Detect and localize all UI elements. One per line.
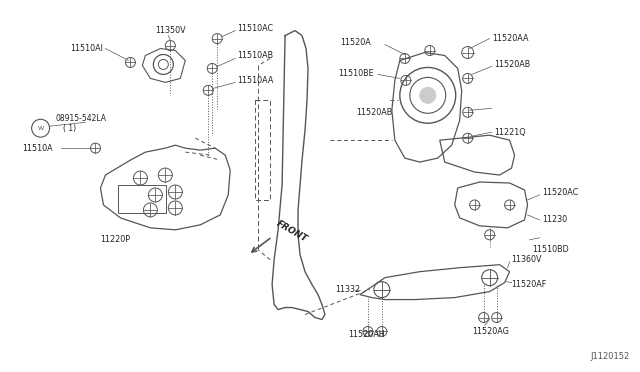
Bar: [118, 185, 166, 213]
Text: J1120152: J1120152: [590, 352, 629, 361]
Text: 11510AC: 11510AC: [237, 24, 273, 33]
Text: 11510A: 11510A: [22, 144, 53, 153]
Text: 11220P: 11220P: [100, 235, 131, 244]
Text: 11520AB: 11520AB: [495, 60, 531, 69]
Text: ( 1): ( 1): [63, 124, 76, 133]
Text: 11520AB: 11520AB: [356, 108, 392, 117]
Text: 11520AA: 11520AA: [493, 34, 529, 43]
Text: 11510BD: 11510BD: [532, 245, 570, 254]
Text: 11520AG: 11520AG: [472, 327, 509, 336]
Text: 11221Q: 11221Q: [495, 128, 526, 137]
Text: FRONT: FRONT: [275, 219, 309, 244]
Text: 11510AB: 11510AB: [237, 51, 273, 60]
Text: 11520AH: 11520AH: [348, 330, 385, 339]
Text: 11520A: 11520A: [340, 38, 371, 47]
Text: W: W: [38, 126, 44, 131]
Text: 11350V: 11350V: [156, 26, 186, 35]
Text: 11520AF: 11520AF: [511, 280, 547, 289]
Text: 11360V: 11360V: [511, 255, 542, 264]
Text: 11332: 11332: [335, 285, 360, 294]
Text: 11520AC: 11520AC: [543, 189, 579, 198]
Text: 11510AA: 11510AA: [237, 76, 273, 85]
Circle shape: [420, 87, 436, 103]
Text: 11510AI: 11510AI: [70, 44, 104, 53]
Text: 08915-542LA: 08915-542LA: [56, 114, 107, 123]
Text: 11510BE: 11510BE: [338, 69, 374, 78]
Text: 11230: 11230: [543, 215, 568, 224]
